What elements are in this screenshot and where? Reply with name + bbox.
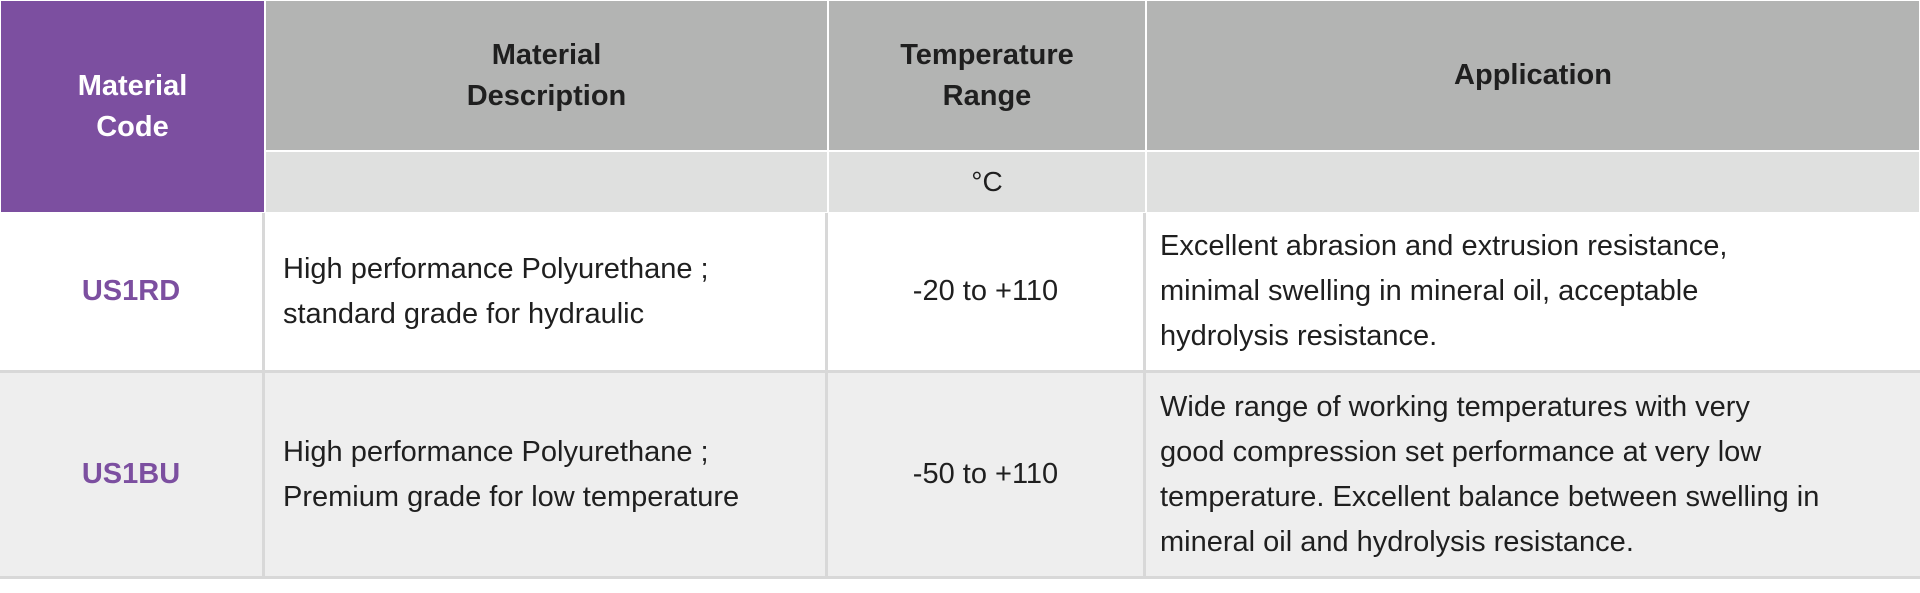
application-line: good compression set performance at very…	[1160, 435, 1762, 468]
temperature-unit: °C	[971, 166, 1003, 197]
temperature-range: -50 to +110	[912, 458, 1059, 490]
application-cell: Wide range of working temperatures with …	[1146, 373, 1920, 579]
header-application: Application	[1146, 0, 1920, 151]
temperature-range-cell: -50 to +110	[828, 373, 1146, 579]
header-temp-line1: Temperature	[900, 38, 1074, 71]
header-desc-line2: Description	[466, 79, 627, 112]
material-description-cell: High performance Polyurethane ; Premium …	[265, 373, 828, 579]
material-description-cell: High performance Polyurethane ; standard…	[265, 213, 828, 373]
application-cell: Excellent abrasion and extrusion resista…	[1146, 213, 1920, 373]
material-code-cell: US1RD	[0, 213, 265, 373]
subheader-description	[265, 151, 828, 213]
description-line: High performance Polyurethane ;	[283, 435, 709, 468]
application-line: temperature. Excellent balance between s…	[1160, 480, 1820, 513]
subheader-application	[1146, 151, 1920, 213]
application-line: Wide range of working temperatures with …	[1160, 390, 1750, 423]
application-line: hydrolysis resistance.	[1160, 320, 1438, 352]
description-line: standard grade for hydraulic	[283, 297, 645, 330]
material-code: US1RD	[81, 275, 181, 307]
header-code-line2: Code	[96, 110, 169, 143]
header-desc-line1: Material	[491, 38, 602, 71]
application-line: Excellent abrasion and extrusion resista…	[1160, 230, 1728, 262]
header-material-code: Material Code	[0, 0, 265, 213]
subheader-temperature-unit: °C	[828, 151, 1146, 213]
header-code-line1: Material	[77, 69, 188, 102]
application-line: mineral oil and hydrolysis resistance.	[1160, 525, 1634, 558]
material-code-cell: US1BU	[0, 373, 265, 579]
header-temperature-range: Temperature Range	[828, 0, 1146, 151]
header-material-description: Material Description	[265, 0, 828, 151]
header-temp-line2: Range	[942, 79, 1032, 112]
temperature-range-cell: -20 to +110	[828, 213, 1146, 373]
description-line: Premium grade for low temperature	[283, 480, 740, 513]
description-line: High performance Polyurethane ;	[283, 252, 709, 285]
application-line: minimal swelling in mineral oil, accepta…	[1160, 275, 1699, 307]
header-application-label: Application	[1454, 59, 1612, 91]
temperature-range: -20 to +110	[912, 275, 1059, 307]
material-code: US1BU	[81, 458, 181, 490]
